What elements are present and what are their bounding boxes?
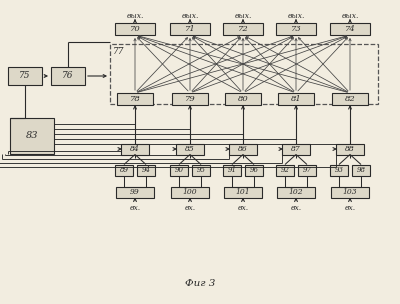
Bar <box>278 93 314 105</box>
Text: 89: 89 <box>120 166 128 174</box>
Bar <box>336 143 364 154</box>
Bar <box>137 164 155 175</box>
Text: 100: 100 <box>183 188 197 196</box>
Bar <box>229 143 257 154</box>
Bar <box>223 23 263 35</box>
Text: вх.: вх. <box>238 203 248 212</box>
Text: 103: 103 <box>343 188 357 196</box>
Text: 97: 97 <box>302 166 312 174</box>
Bar <box>171 186 209 198</box>
Bar <box>276 23 316 35</box>
Bar <box>170 164 188 175</box>
Bar <box>276 164 294 175</box>
Text: 101: 101 <box>236 188 250 196</box>
Text: 72: 72 <box>238 25 248 33</box>
Text: 84: 84 <box>130 145 140 153</box>
Bar <box>51 67 85 85</box>
Text: вых.: вых. <box>287 12 305 20</box>
Bar <box>172 93 208 105</box>
Bar <box>332 93 368 105</box>
Text: вх.: вх. <box>344 203 356 212</box>
Text: 88: 88 <box>345 145 355 153</box>
Text: 95: 95 <box>196 166 206 174</box>
Bar <box>115 164 133 175</box>
Bar <box>330 164 348 175</box>
Text: 74: 74 <box>345 25 355 33</box>
Text: 99: 99 <box>130 188 140 196</box>
Bar <box>8 67 42 85</box>
Text: 78: 78 <box>130 95 140 103</box>
Text: 79: 79 <box>185 95 195 103</box>
Bar <box>331 186 369 198</box>
Bar <box>121 143 149 154</box>
Text: 94: 94 <box>142 166 150 174</box>
Text: 90: 90 <box>174 166 184 174</box>
Bar <box>115 23 155 35</box>
Text: 102: 102 <box>289 188 303 196</box>
Text: 98: 98 <box>356 166 366 174</box>
Bar <box>282 143 310 154</box>
Text: вых.: вых. <box>126 12 144 20</box>
Text: вх.: вх. <box>130 203 140 212</box>
Text: 70: 70 <box>130 25 140 33</box>
Text: вх.: вх. <box>290 203 302 212</box>
Bar <box>298 164 316 175</box>
Bar <box>176 143 204 154</box>
Bar <box>245 164 263 175</box>
Text: 87: 87 <box>291 145 301 153</box>
Text: 92: 92 <box>280 166 290 174</box>
Bar <box>330 23 370 35</box>
Text: 81: 81 <box>291 95 301 103</box>
Bar <box>170 23 210 35</box>
Text: 76: 76 <box>62 71 74 81</box>
Bar <box>192 164 210 175</box>
Text: 93: 93 <box>334 166 344 174</box>
Text: Фиг 3: Фиг 3 <box>185 279 215 288</box>
Text: 82: 82 <box>345 95 355 103</box>
Text: вых.: вых. <box>234 12 252 20</box>
Text: вых.: вых. <box>181 12 199 20</box>
Text: 71: 71 <box>185 25 195 33</box>
Bar <box>225 93 261 105</box>
Bar <box>116 186 154 198</box>
Bar <box>110 44 378 104</box>
Bar <box>224 186 262 198</box>
Text: 75: 75 <box>19 71 31 81</box>
Text: 73: 73 <box>291 25 301 33</box>
Text: 96: 96 <box>250 166 258 174</box>
Text: 83: 83 <box>26 132 38 140</box>
Bar <box>277 186 315 198</box>
Bar <box>117 93 153 105</box>
Text: вх.: вх. <box>184 203 196 212</box>
Bar <box>10 118 54 154</box>
Text: 77: 77 <box>113 47 124 56</box>
Bar <box>223 164 241 175</box>
Text: 86: 86 <box>238 145 248 153</box>
Text: 85: 85 <box>185 145 195 153</box>
Text: 91: 91 <box>228 166 236 174</box>
Text: вых.: вых. <box>341 12 359 20</box>
Text: 80: 80 <box>238 95 248 103</box>
Bar <box>352 164 370 175</box>
